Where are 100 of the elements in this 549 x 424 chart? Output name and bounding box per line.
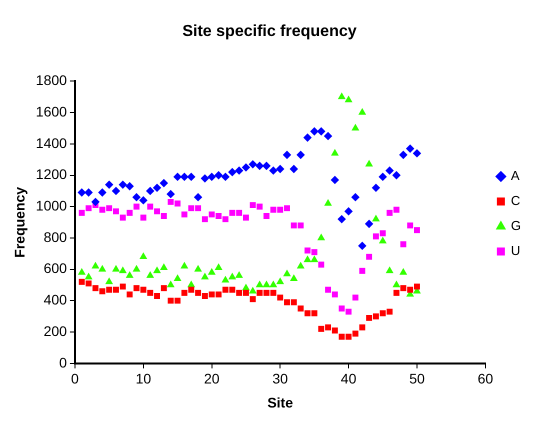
- point: [249, 287, 256, 294]
- point: [386, 210, 393, 216]
- legend-label: A: [510, 168, 520, 184]
- point: [167, 281, 174, 288]
- point: [386, 166, 394, 175]
- y-tick-label: 1200: [36, 166, 68, 182]
- x-tick-label: 30: [272, 370, 288, 387]
- point: [400, 285, 406, 292]
- point: [406, 144, 414, 153]
- point: [174, 298, 181, 304]
- point: [311, 310, 318, 316]
- point: [194, 265, 202, 272]
- point: [318, 262, 324, 268]
- point: [276, 164, 284, 173]
- point: [236, 290, 242, 296]
- point: [120, 214, 126, 221]
- x-tick-label: 40: [340, 370, 357, 387]
- point: [248, 160, 257, 168]
- point: [392, 281, 400, 288]
- point: [120, 284, 126, 290]
- point: [126, 182, 134, 190]
- y-tick-label: 800: [44, 228, 68, 245]
- point: [180, 172, 188, 181]
- point: [92, 285, 98, 292]
- point: [256, 204, 263, 210]
- point: [216, 213, 222, 220]
- point: [277, 206, 284, 213]
- point: [154, 293, 160, 299]
- point: [140, 286, 146, 293]
- point: [345, 96, 352, 102]
- point: [407, 222, 414, 228]
- point: [160, 264, 168, 270]
- point: [324, 199, 332, 206]
- point: [304, 310, 311, 316]
- point: [208, 291, 215, 298]
- point: [256, 281, 264, 288]
- point: [85, 273, 92, 280]
- point: [132, 265, 140, 272]
- point: [399, 150, 408, 159]
- y-tick-label: 1800: [36, 72, 68, 88]
- point: [242, 284, 250, 290]
- point: [112, 265, 120, 272]
- point: [180, 262, 188, 268]
- point: [250, 202, 256, 208]
- y-tick-label: 200: [44, 322, 68, 339]
- point: [216, 291, 222, 298]
- point: [311, 249, 318, 256]
- point: [222, 276, 229, 283]
- point: [318, 234, 325, 240]
- point: [297, 262, 304, 268]
- point: [352, 124, 359, 130]
- point: [201, 273, 208, 280]
- point: [229, 210, 236, 216]
- legend-label: U: [510, 243, 520, 258]
- point: [242, 163, 250, 172]
- point: [134, 204, 140, 210]
- point: [78, 210, 85, 216]
- point: [290, 164, 298, 173]
- point: [392, 171, 400, 180]
- point: [256, 162, 264, 170]
- point: [304, 256, 312, 262]
- chart-title: Site specific frequency: [182, 23, 357, 40]
- point: [188, 286, 194, 293]
- point: [98, 188, 106, 197]
- point: [195, 290, 202, 296]
- point: [358, 108, 366, 115]
- point: [283, 150, 292, 159]
- y-tick-label: 600: [44, 260, 68, 276]
- point: [222, 286, 228, 293]
- point: [269, 166, 278, 175]
- point: [174, 172, 182, 181]
- point: [194, 193, 202, 202]
- point: [208, 172, 216, 181]
- point: [228, 168, 236, 176]
- point: [181, 211, 188, 218]
- point: [154, 266, 161, 274]
- point: [310, 127, 318, 136]
- point: [346, 334, 352, 340]
- point: [366, 160, 373, 167]
- point: [338, 92, 346, 100]
- point: [202, 293, 208, 299]
- point: [256, 290, 263, 296]
- point: [330, 176, 339, 184]
- point: [393, 290, 400, 296]
- point: [146, 272, 154, 278]
- point: [78, 268, 86, 275]
- point: [386, 266, 394, 274]
- point: [126, 291, 133, 298]
- point: [338, 215, 346, 224]
- point: [250, 296, 256, 302]
- point: [202, 216, 208, 222]
- point: [78, 278, 85, 285]
- point: [98, 265, 106, 272]
- point: [168, 298, 174, 304]
- point: [229, 286, 236, 293]
- point: [139, 196, 148, 204]
- x-tick-label: 20: [204, 370, 220, 387]
- point: [270, 290, 276, 296]
- point: [325, 286, 332, 293]
- point: [304, 248, 311, 254]
